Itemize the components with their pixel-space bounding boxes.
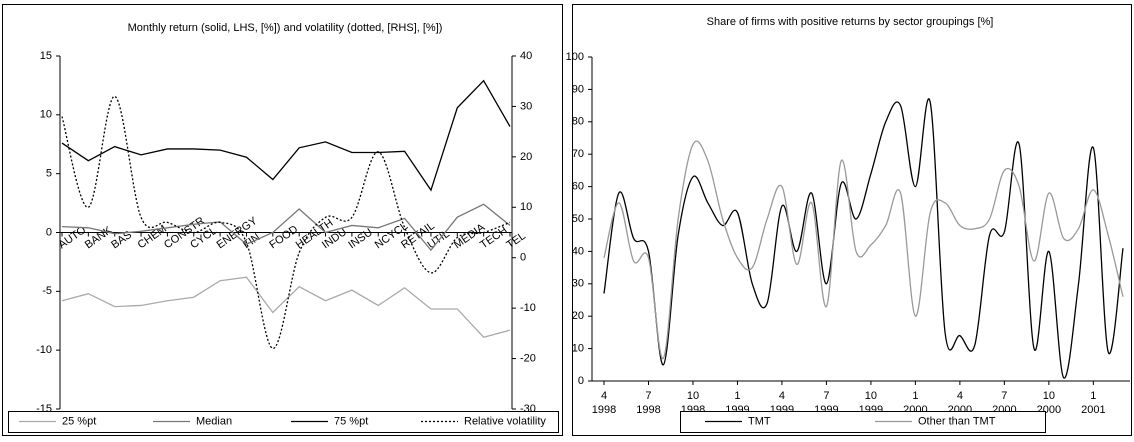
y2-tick-label: 30: [520, 100, 532, 112]
y-tick-label: 5: [46, 168, 52, 180]
x-tick-label: 1: [1090, 390, 1096, 402]
legend-box: [680, 411, 1046, 433]
y-tick-label: 80: [572, 116, 584, 128]
y2-tick-label: 10: [520, 201, 532, 213]
series-line: [603, 140, 1124, 359]
y-tick-label: 40: [572, 245, 584, 257]
series-line: [61, 203, 511, 252]
x-tick-label: 2001: [1081, 404, 1105, 416]
y-tick-label: 90: [572, 83, 584, 95]
y-tick-label: 30: [572, 278, 584, 290]
x-tick-label: 4: [779, 390, 785, 402]
y2-tick-label: 0: [520, 252, 526, 264]
y-tick-label: 0: [578, 375, 584, 387]
y-tick-label: 100: [566, 51, 584, 63]
y-tick-label: 10: [40, 109, 52, 121]
right-panel: [572, 4, 1132, 436]
y-tick-label: -5: [42, 285, 52, 297]
x-tick-label: 4: [957, 390, 963, 402]
y2-tick-label: -20: [520, 352, 536, 364]
chart-title: Monthly return (solid, LHS, [%]) and vol…: [128, 22, 443, 34]
x-tick-label: 1998: [592, 404, 616, 416]
x-tick-label: 1: [912, 390, 918, 402]
series-line: [61, 95, 511, 350]
x-tick-label: FOOD: [267, 223, 300, 251]
y-tick-label: 50: [572, 213, 584, 225]
legend-label: Other than TMT: [918, 415, 996, 427]
x-tick-label: 4: [601, 390, 607, 402]
x-tick-label: 10: [687, 390, 699, 402]
legend-label: 25 %pt: [62, 415, 96, 427]
x-tick-label: 7: [823, 390, 829, 402]
x-tick-label: 1: [734, 390, 740, 402]
legend-label: TMT: [748, 415, 771, 427]
x-tick-label: 1998: [636, 404, 660, 416]
y-tick-label: 70: [572, 148, 584, 160]
y-tick-label: 60: [572, 181, 584, 193]
x-tick-label: 10: [1043, 390, 1055, 402]
series-line: [61, 276, 511, 338]
x-tick-label: 10: [865, 390, 877, 402]
y-tick-label: 10: [572, 343, 584, 355]
y2-tick-label: -10: [520, 302, 536, 314]
legend-label: Median: [196, 415, 232, 427]
chart-title: Share of firms with positive returns by …: [707, 16, 994, 28]
y-tick-label: 20: [572, 310, 584, 322]
legend-box: [8, 411, 559, 433]
y-tick-label: -10: [36, 344, 52, 356]
series-line: [603, 98, 1124, 379]
x-tick-label: 7: [645, 390, 651, 402]
x-tick-label: 7: [1001, 390, 1007, 402]
y2-tick-label: 40: [520, 50, 532, 62]
x-tick-label: INSU: [346, 226, 374, 251]
y2-tick-label: 20: [520, 151, 532, 163]
y-tick-label: 0: [46, 226, 52, 238]
left-panel: [2, 4, 563, 436]
y-tick-label: 15: [40, 50, 52, 62]
legend-label: 75 %pt: [334, 415, 368, 427]
series-line: [61, 79, 511, 192]
legend-label: Relative volatility: [464, 415, 546, 427]
